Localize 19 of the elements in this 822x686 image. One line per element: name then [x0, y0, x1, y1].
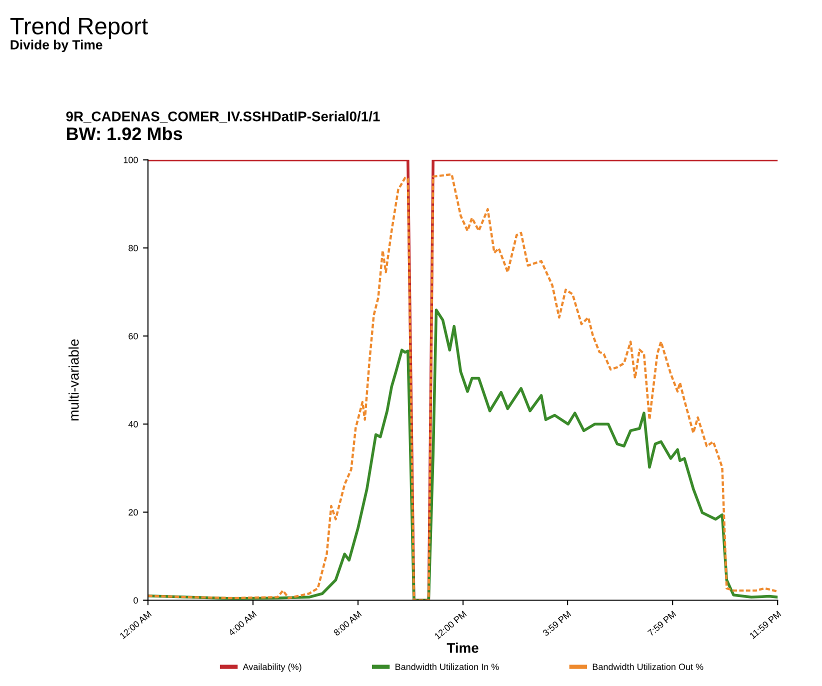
x-tick-label: 7:59 PM [647, 610, 676, 636]
text: BW: 1.92 Mbs [66, 126, 182, 140]
x-axis-title: Time [446, 642, 478, 653]
chart-subtitle: Divide by Time [10, 40, 102, 52]
legend-label: Bandwidth Utilization In % [396, 663, 499, 670]
y-tick-label: 20 [128, 509, 138, 516]
y-axis-title: multi-variable [68, 339, 79, 420]
y-tick-label: 0 [134, 597, 138, 604]
y-tick-label: 40 [128, 421, 138, 428]
legend-label: Availability (%) [242, 663, 302, 672]
x-tick-label: 3:59 PM [542, 610, 572, 636]
y-tick-label: 60 [128, 332, 138, 340]
chart-title: Trend Report [10, 17, 148, 40]
y-tick-label: 80 [128, 244, 138, 252]
y-tick-label: 100 [124, 156, 138, 164]
x-tick-label: 4:00 AM [228, 610, 257, 636]
legend-label: Bandwidth Utilization Out % [592, 663, 704, 670]
x-tick-label: 8:00 AM [333, 610, 362, 636]
text: 9R_CADENAS_COMER_IV.SSHDatIP-Serial0/1/1 [66, 111, 380, 123]
